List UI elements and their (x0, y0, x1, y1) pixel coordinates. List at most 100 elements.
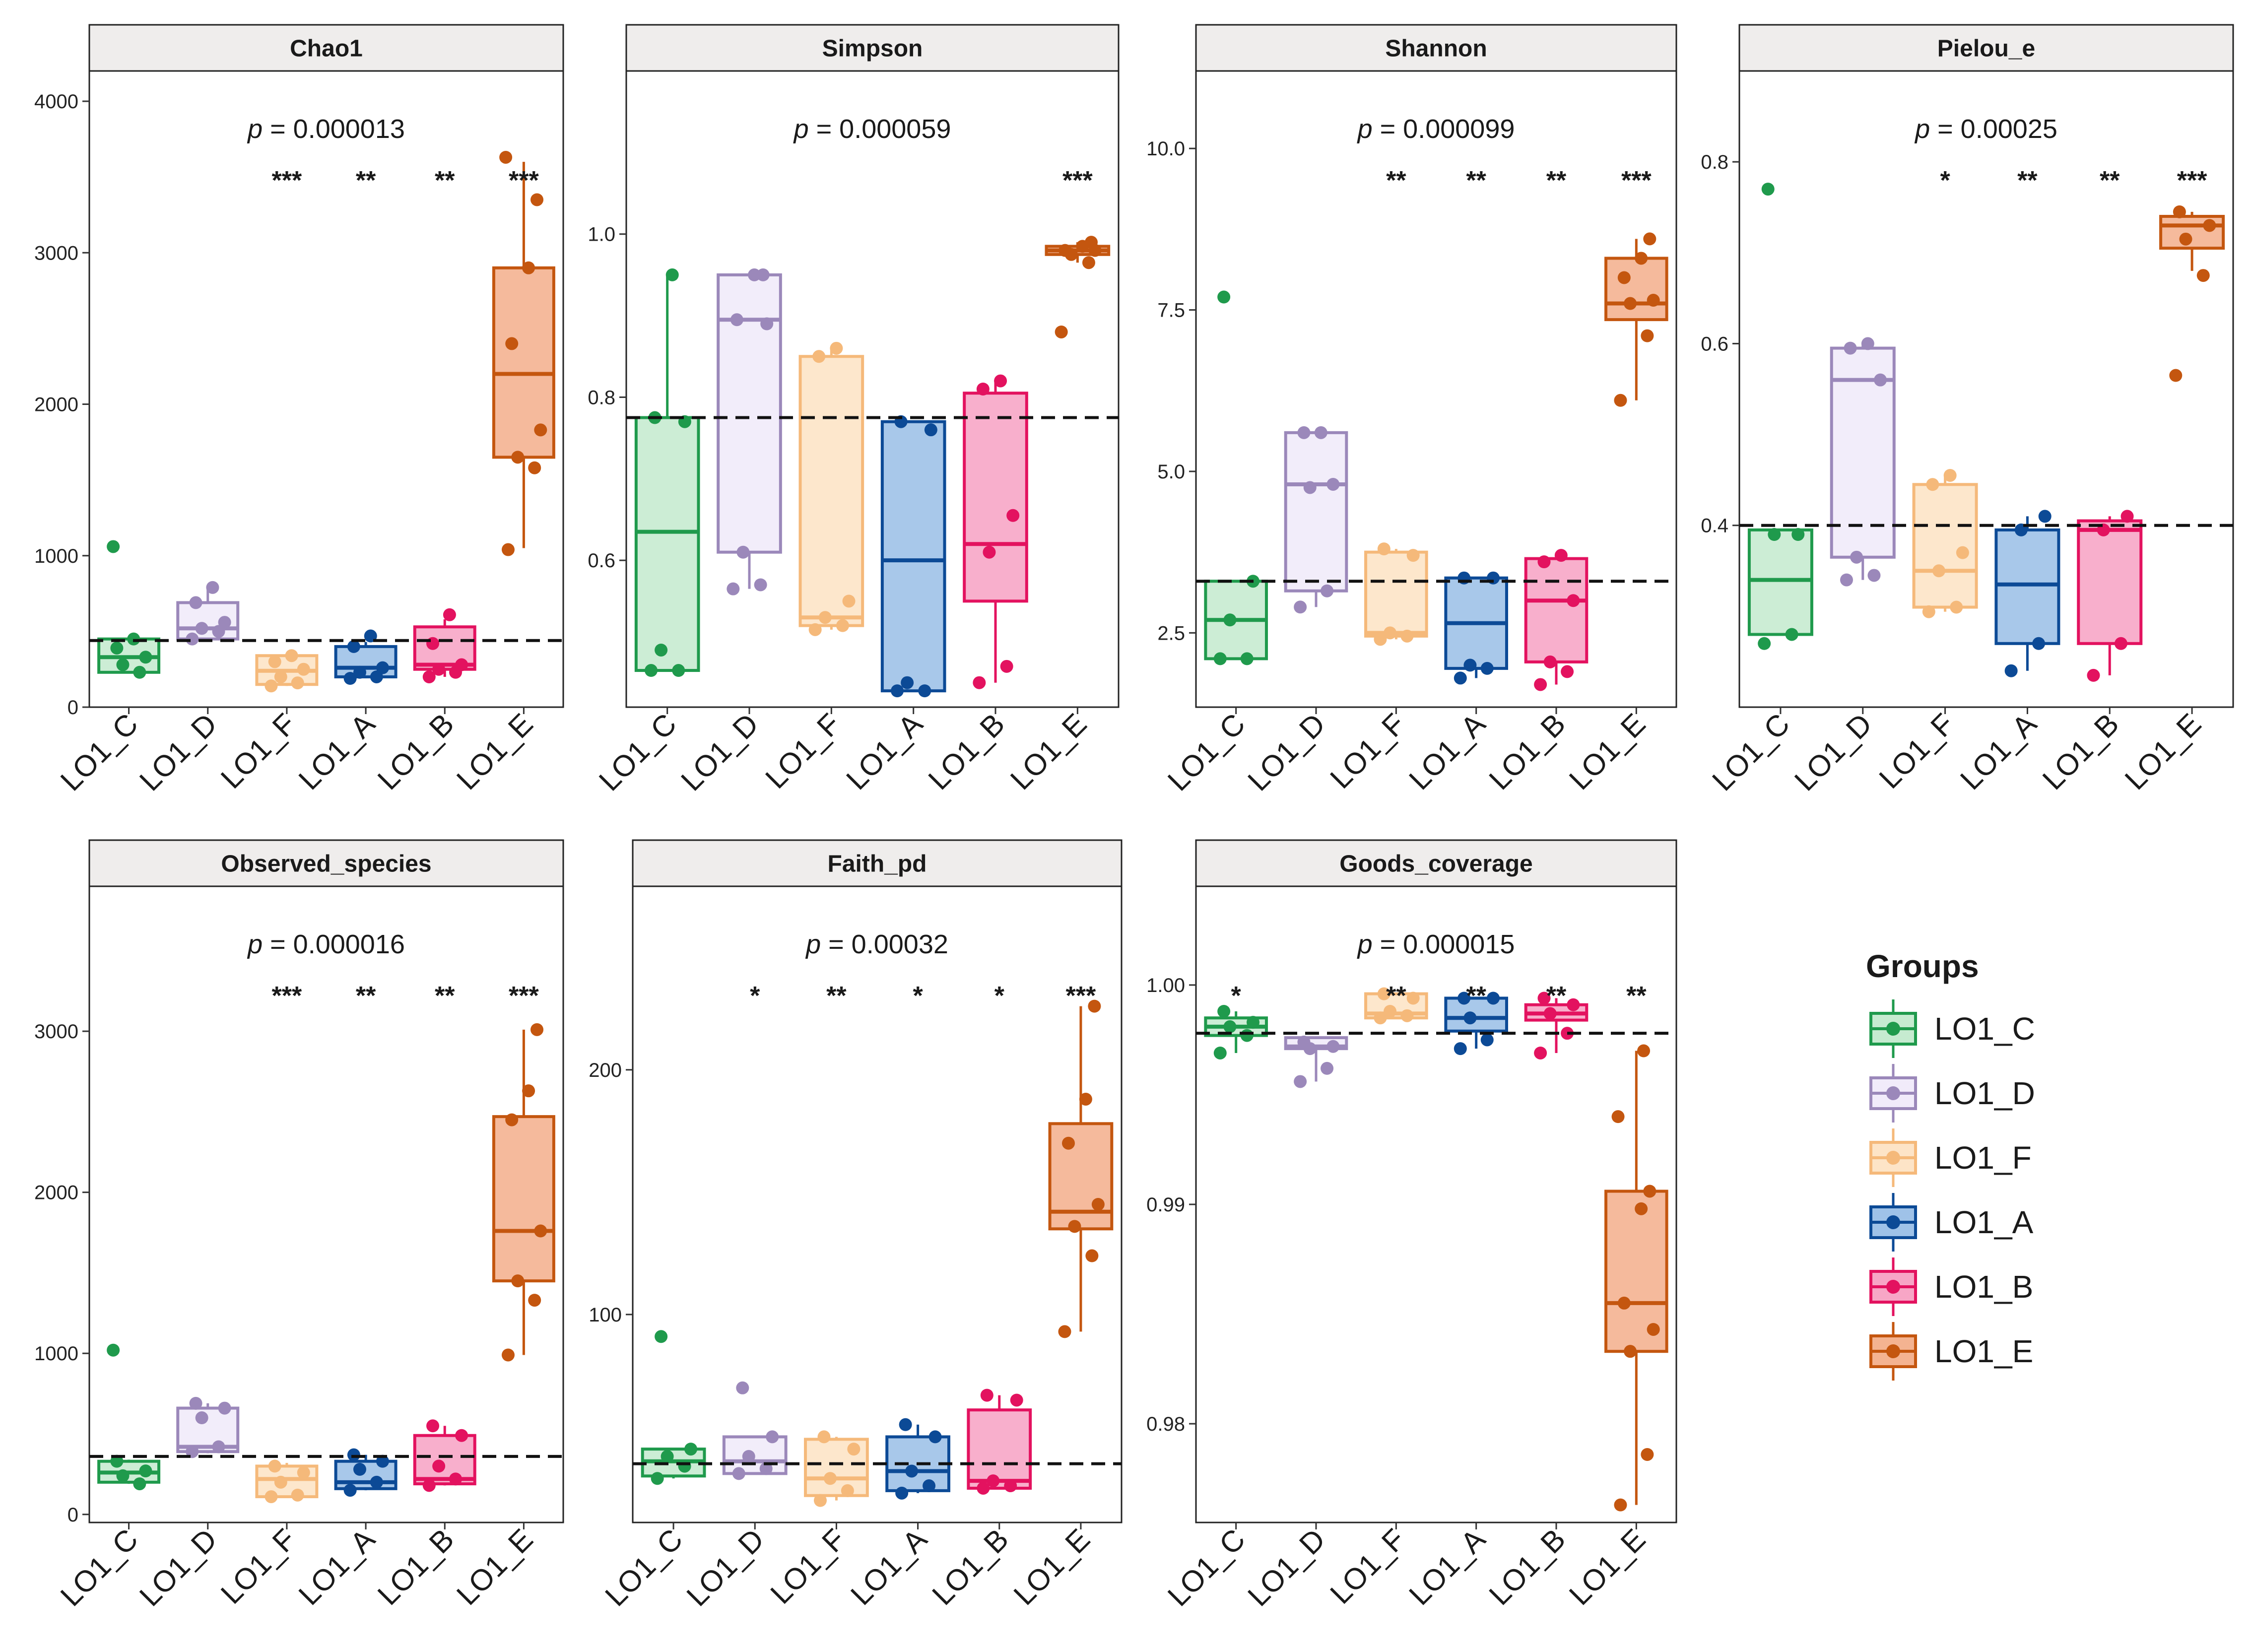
data-point (836, 619, 849, 632)
panel-title: Simpson (822, 36, 923, 62)
box-lo1-e (1604, 239, 1668, 400)
data-point (1643, 1185, 1656, 1198)
significance-label: * (1231, 982, 1242, 1010)
data-point (2004, 664, 2018, 677)
p-value-label: p = 0.000059 (793, 114, 951, 144)
significance-label: *** (272, 982, 302, 1010)
panel-strip (1195, 839, 1677, 887)
data-point (1950, 600, 1963, 614)
x-tick-label: LO1_E (450, 1522, 539, 1611)
data-point (522, 261, 535, 274)
data-point (1932, 564, 1945, 578)
data-point (987, 1474, 1000, 1488)
data-point (736, 545, 750, 559)
data-point (2114, 637, 2127, 650)
data-point (1617, 271, 1631, 284)
data-point (1624, 297, 1637, 310)
data-point (644, 664, 658, 677)
legend-label: LO1_C (1934, 1011, 2035, 1047)
legend-item: LO1_E (1866, 1319, 2144, 1384)
data-point (1637, 1044, 1651, 1057)
p-symbol: p (247, 929, 263, 959)
data-point (678, 1459, 691, 1473)
data-point (994, 374, 1007, 388)
data-point (1791, 528, 1805, 541)
significance-label: *** (1066, 982, 1096, 1010)
data-point (830, 341, 843, 355)
box-lo1-f (798, 348, 864, 630)
box-iqr (492, 1115, 555, 1283)
data-point (195, 1411, 208, 1425)
data-point (1088, 999, 1101, 1013)
significance-label: * (994, 982, 1005, 1010)
x-tick-label: LO1_B (371, 707, 460, 796)
data-point (1480, 1033, 1494, 1047)
data-point (218, 1401, 231, 1415)
significance-label: ** (435, 982, 455, 1010)
data-point (443, 608, 456, 621)
data-point (116, 658, 130, 671)
data-point (212, 1440, 225, 1454)
panel-strip (1195, 24, 1677, 72)
panel-title: Faith_pd (828, 851, 927, 877)
significance-label: ** (1466, 166, 1486, 195)
p-value: = 0.000015 (1373, 929, 1515, 959)
x-tick-label: LO1_F (764, 1522, 852, 1610)
legend-item: LO1_B (1866, 1255, 2144, 1319)
box-lo1-a (1444, 576, 1508, 678)
data-point (1217, 290, 1231, 304)
box-iqr (1524, 557, 1589, 663)
data-point (343, 672, 357, 685)
box-lo1-c (1747, 528, 1813, 636)
data-point (1554, 549, 1568, 562)
data-point (1850, 550, 1863, 564)
x-tick-label: LO1_B (1483, 1522, 1572, 1611)
y-tick-label: 2.5 (1157, 622, 1185, 644)
x-tick-label: LO1_F (759, 707, 847, 795)
data-point (1321, 1061, 1334, 1075)
p-value-label: p = 0.00032 (805, 929, 948, 959)
data-point (1400, 1009, 1414, 1022)
data-point (1537, 555, 1551, 569)
data-point (511, 451, 525, 464)
legend-key-icon (1869, 1193, 1917, 1252)
p-value: = 0.000059 (809, 114, 951, 144)
data-point (736, 1381, 749, 1394)
significance-label: ** (1546, 982, 1567, 1010)
y-tick-label: 0.8 (1701, 151, 1728, 173)
data-point (928, 1430, 942, 1444)
box-iqr (1364, 550, 1428, 638)
data-point (655, 643, 668, 657)
data-point (1922, 605, 1935, 618)
legend-item: LO1_D (1866, 1061, 2144, 1125)
data-point (1635, 1202, 1648, 1215)
data-point (353, 665, 366, 679)
y-tick-label: 100 (589, 1304, 622, 1326)
data-point (505, 1113, 519, 1126)
significance-label: ** (1386, 982, 1406, 1010)
data-point (2169, 369, 2183, 382)
data-point (818, 611, 832, 624)
x-tick-label: LO1_C (598, 1522, 689, 1613)
y-tick-label: 0 (67, 1504, 78, 1526)
y-tick-label: 1.0 (588, 224, 615, 246)
data-point (1463, 1011, 1477, 1025)
data-point (665, 268, 679, 281)
legend-label: LO1_B (1934, 1269, 2034, 1305)
box-lo1-c (634, 274, 700, 672)
data-point (2038, 510, 2052, 523)
p-value-label: p = 0.000013 (247, 114, 405, 144)
legend-key-icon (1869, 999, 1917, 1058)
data-point (727, 582, 740, 595)
x-tick-label: LO1_E (1004, 707, 1093, 796)
p-symbol: p (1357, 929, 1373, 959)
data-point (522, 1084, 535, 1098)
x-tick-label: LO1_C (1161, 1522, 1252, 1613)
data-point (973, 676, 986, 689)
data-point (291, 1488, 304, 1502)
box-lo1-b (413, 1426, 476, 1486)
data-point (924, 423, 937, 437)
data-point (1614, 394, 1627, 407)
